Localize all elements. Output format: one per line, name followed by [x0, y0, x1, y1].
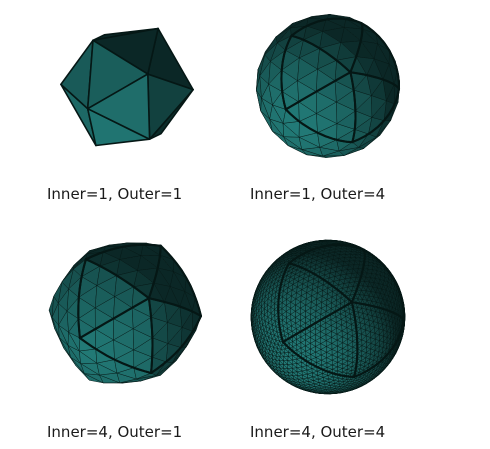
coarse-edge: [350, 248, 366, 304]
coarse-edge: [349, 22, 364, 74]
panel-caption: Inner=1, Outer=4: [250, 185, 386, 203]
coarse-edge: [77, 258, 87, 339]
coarse-edge: [150, 315, 202, 374]
panel-caption: Inner=4, Outer=4: [250, 423, 386, 441]
mesh-facet: [86, 73, 151, 140]
panel-caption: Inner=1, Outer=1: [47, 185, 183, 203]
coarse-edge: [281, 341, 355, 378]
coarse-edge: [349, 71, 357, 144]
mesh-panel-inner1-outer4: [256, 14, 400, 158]
coarse-edge: [277, 262, 290, 343]
mesh-panel-inner1-outer1: [60, 27, 194, 147]
coarse-edge: [350, 301, 359, 378]
coarse-edge: [350, 301, 405, 321]
mesh-panel-inner4-outer4: [250, 239, 406, 395]
coarse-edge: [280, 34, 293, 111]
coarse-edge: [362, 248, 405, 321]
coarse-edge: [84, 243, 162, 261]
coarse-edge: [351, 87, 400, 144]
coarse-edge: [147, 244, 162, 300]
coarse-edge: [284, 71, 352, 111]
coarse-edge: [281, 301, 353, 343]
coarse-edge: [147, 297, 154, 374]
coarse-edge: [159, 244, 202, 317]
coarse-edge: [78, 297, 150, 339]
coarse-edge: [84, 258, 150, 300]
coarse-edge: [360, 22, 400, 90]
panel-caption: Inner=4, Outer=1: [47, 423, 183, 441]
coarse-edge: [290, 17, 363, 37]
mesh-panel-inner4-outer1: [48, 242, 202, 384]
coarse-edge: [147, 297, 202, 317]
coarse-edge: [287, 243, 365, 265]
coarse-edge: [290, 34, 352, 74]
coarse-edge: [353, 319, 405, 378]
coarse-edge: [349, 71, 400, 90]
coarse-edge: [78, 337, 152, 374]
coarse-edge: [287, 262, 353, 304]
coarse-edge: [284, 108, 354, 144]
